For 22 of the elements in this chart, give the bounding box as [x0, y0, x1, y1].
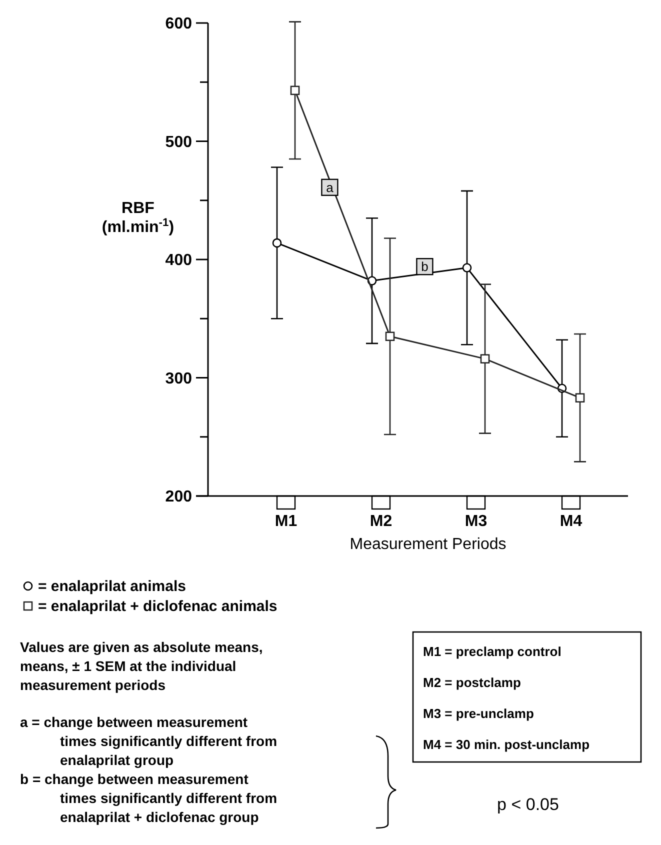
- text: b = change between measurement times significantly different from enalaprilat + diclofenac group: [20, 771, 278, 825]
- annotation: a: [326, 180, 334, 195]
- y-tick-label: 200: [165, 488, 192, 506]
- text: M3 = pre-unclamp: [423, 706, 534, 721]
- y-tick-label: 500: [165, 134, 192, 151]
- legend-label: = enalaprilat animals: [38, 578, 186, 595]
- x-tick-label: M2: [370, 513, 392, 530]
- x-tick-label: M3: [464, 513, 488, 530]
- text: Values are given as absolute means, means, ± 1 SEM at the individual measurement periods: [20, 639, 263, 693]
- x-axis-title: Measurement Periods: [350, 536, 506, 553]
- x-tick-label: M1: [274, 513, 298, 530]
- text: M2 = postclamp: [423, 675, 521, 690]
- x-tick-label: M4: [560, 513, 582, 530]
- annotation: b: [421, 259, 428, 274]
- legend-label: = enalaprilat + diclofenac animals: [38, 598, 278, 615]
- y-tick-label: 600: [165, 16, 192, 33]
- text: M1 = preclamp control: [423, 644, 562, 659]
- text: p < 0.05: [497, 795, 559, 814]
- y-tick-label: 400: [165, 252, 192, 270]
- y-axis-title: RBF (ml.min$^{-1}$): [102, 200, 174, 236]
- text: M4 = 30 min. post-unclamp: [423, 737, 590, 752]
- y-tick-label: 300: [165, 370, 192, 388]
